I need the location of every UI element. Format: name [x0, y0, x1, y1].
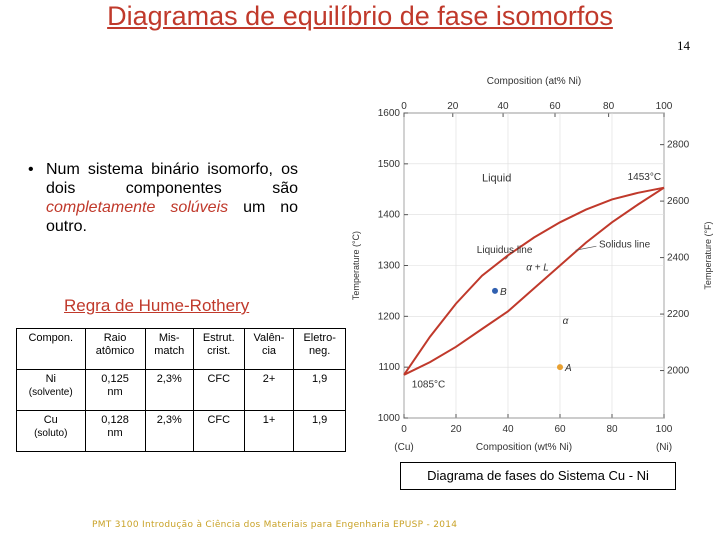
table-header-cell: Eletro-neg. [293, 328, 346, 370]
region-liquid-label: Liquid [482, 173, 511, 185]
chart-curves [403, 186, 665, 376]
diagram-caption: Diagrama de fases do Sistema Cu - Ni [400, 462, 676, 490]
liquidus-curve [403, 186, 665, 376]
table-cell-structure: CFC [192, 410, 245, 452]
table-cell-component: Cu (soluto) [16, 410, 86, 452]
top-axis-label: Composition (at% Ni) [487, 76, 581, 87]
region-two-phase-label: α + L [526, 263, 549, 274]
right-tick-label: 2800 [667, 140, 690, 151]
table-header-cell: Compon. [16, 328, 86, 370]
footer-text: PMT 3100 Introdução à Ciência dos Materi… [92, 520, 458, 530]
top-tick-label: 100 [656, 101, 673, 112]
x-end-label-left: (Cu) [394, 442, 413, 453]
point-b [492, 287, 498, 294]
y-tick-label: 1200 [378, 311, 401, 322]
slide-title: Diagramas de equilíbrio de fase isomorfo… [107, 1, 613, 31]
right-tick-label: 2600 [667, 196, 690, 207]
liquidus-label: Liquidus line [477, 245, 533, 256]
y-tick-label: 1400 [378, 210, 401, 221]
table-cell-valence: 1+ [243, 410, 295, 452]
x-tick-label: 100 [656, 424, 673, 435]
table-header-cell: Estrut. crist. [192, 328, 245, 370]
chart-labels: Liquidus line Solidus line Liquid α + L α 145… [412, 172, 661, 390]
x-tick-label: 0 [401, 424, 407, 435]
table-header-cell: Raio atômico [84, 328, 146, 370]
liquidus-leader [505, 256, 509, 260]
x-end-label-right: (Ni) [656, 442, 672, 453]
bullet-prefix: Num sistema binário isomorfo, os dois co… [46, 161, 298, 197]
bullet-dot-icon: • [28, 161, 34, 178]
top-tick-label: 80 [603, 101, 615, 112]
cu-melting-label: 1085°C [412, 380, 445, 391]
top-tick-label: 60 [549, 101, 561, 112]
bullet-highlight: completamente solúveis [46, 199, 229, 216]
y-tick-label: 1500 [378, 159, 401, 170]
x-tick-label: 20 [450, 424, 462, 435]
bullet-suffix: um no outro. [46, 199, 299, 235]
table-cell-radius: 0,125 nm [84, 369, 146, 411]
solidus-curve [403, 186, 665, 376]
table-cell-mismatch: 2,3% [144, 410, 194, 452]
table-cell-electroneg: 1,9 [293, 410, 346, 452]
x-tick-label: 60 [554, 424, 566, 435]
y-tick-label: 1000 [378, 413, 401, 424]
x-tick-label: 40 [502, 424, 514, 435]
table-header-cell: Valên-cia [243, 328, 295, 370]
y-tick-label: 1300 [378, 261, 401, 272]
bullet-point: • Num sistema binário isomorfo, os dois … [28, 160, 298, 236]
table-cell-electroneg: 1,9 [293, 369, 346, 411]
point-a-label: A [564, 363, 572, 374]
table-header-cell: Mis-match [144, 328, 194, 370]
table-header-row: Compon. Raio atômico Mis-match Estrut. cri… [16, 328, 346, 370]
right-axis-label: Temperature (°F) [703, 221, 713, 289]
hume-rothery-table: Compon. Raio atômico Mis-match Estrut. cri… [16, 328, 346, 452]
hume-rothery-title: Regra de Hume-Rothery [64, 296, 250, 315]
top-tick-label: 0 [401, 101, 407, 112]
region-alpha-label: α [563, 316, 569, 327]
ni-melting-label: 1453°C [628, 172, 661, 183]
page-number: 14 [677, 38, 690, 53]
right-tick-label: 2200 [667, 309, 690, 320]
y-tick-label: 1100 [378, 362, 400, 373]
top-tick-label: 40 [498, 101, 510, 112]
point-a [557, 364, 563, 371]
y-tick-label: 1600 [378, 108, 401, 119]
table-cell-structure: CFC [192, 369, 245, 411]
solidus-label: Solidus line [599, 240, 651, 251]
table-cell-mismatch: 2,3% [144, 369, 194, 411]
y-axis-label: Temperature (°C) [351, 231, 361, 300]
right-tick-label: 2400 [667, 253, 690, 264]
table-row: Cu (soluto) 0,128 nm 2,3% CFC 1+ 1,9 [16, 410, 346, 452]
point-b-label: B [500, 287, 507, 298]
table-cell-radius: 0,128 nm [84, 410, 146, 452]
table-row: Ni (solvente) 0,125 nm 2,3% CFC 2+ 1,9 [16, 369, 346, 411]
x-axis-label: Composition (wt% Ni) [476, 442, 572, 453]
table-cell-valence: 2+ [243, 369, 295, 411]
bullet-text: Num sistema binário isomorfo, os dois co… [46, 160, 298, 236]
table-cell-component: Ni (solvente) [16, 369, 86, 411]
top-tick-label: 20 [447, 101, 459, 112]
solidus-leader [575, 245, 597, 251]
right-tick-label: 2000 [667, 366, 690, 377]
x-tick-label: 80 [606, 424, 618, 435]
